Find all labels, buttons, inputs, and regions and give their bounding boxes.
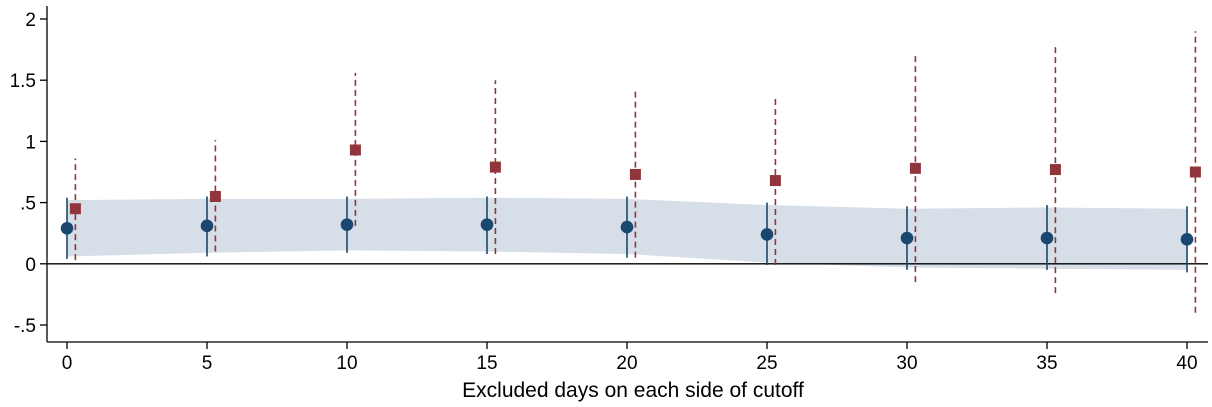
y-tick-label: 2 <box>25 10 36 31</box>
y-tick-label: 1.5 <box>10 71 36 92</box>
point-series-1 <box>620 220 634 234</box>
point-series-2 <box>349 144 361 156</box>
point-series-2 <box>629 168 641 180</box>
x-tick-label: 20 <box>616 353 637 374</box>
point-series-1 <box>60 222 74 235</box>
point-series-2 <box>1049 164 1061 176</box>
point-series-1 <box>1040 231 1054 245</box>
marker-layer <box>60 144 1201 246</box>
y-tick-label: .5 <box>20 194 36 215</box>
tick-label-layer: -.50.511.520 5 10 15 20 25 30 35 40 <box>10 10 1198 374</box>
y-tick-label: 0 <box>25 255 36 276</box>
point-series-2 <box>489 161 501 173</box>
x-tick-label: 25 <box>756 353 777 374</box>
x-tick-label: 30 <box>896 353 917 374</box>
y-tick-label: -.5 <box>14 316 36 337</box>
point-series-1 <box>340 218 354 231</box>
point-series-1 <box>900 231 914 245</box>
point-series-2 <box>69 203 81 215</box>
point-series-2 <box>769 175 781 187</box>
point-series-1 <box>480 218 494 231</box>
point-series-2 <box>909 162 921 174</box>
point-series-1 <box>760 228 774 241</box>
x-axis-title: Excluded days on each side of cutoff <box>462 379 804 402</box>
x-tick-label: 40 <box>1176 353 1197 374</box>
y-tick-label: 1 <box>25 132 36 153</box>
x-tick-label: 0 <box>62 353 73 374</box>
point-series-2 <box>209 190 221 202</box>
x-tick-label: 15 <box>476 353 497 374</box>
x-tick-label: 35 <box>1036 353 1057 374</box>
x-tick-label: 10 <box>336 353 357 374</box>
x-tick-label: 5 <box>202 353 213 374</box>
point-series-2 <box>1189 166 1201 178</box>
point-series-1 <box>200 219 214 233</box>
axes-layer <box>40 6 1208 349</box>
point-series-1 <box>1180 233 1194 246</box>
